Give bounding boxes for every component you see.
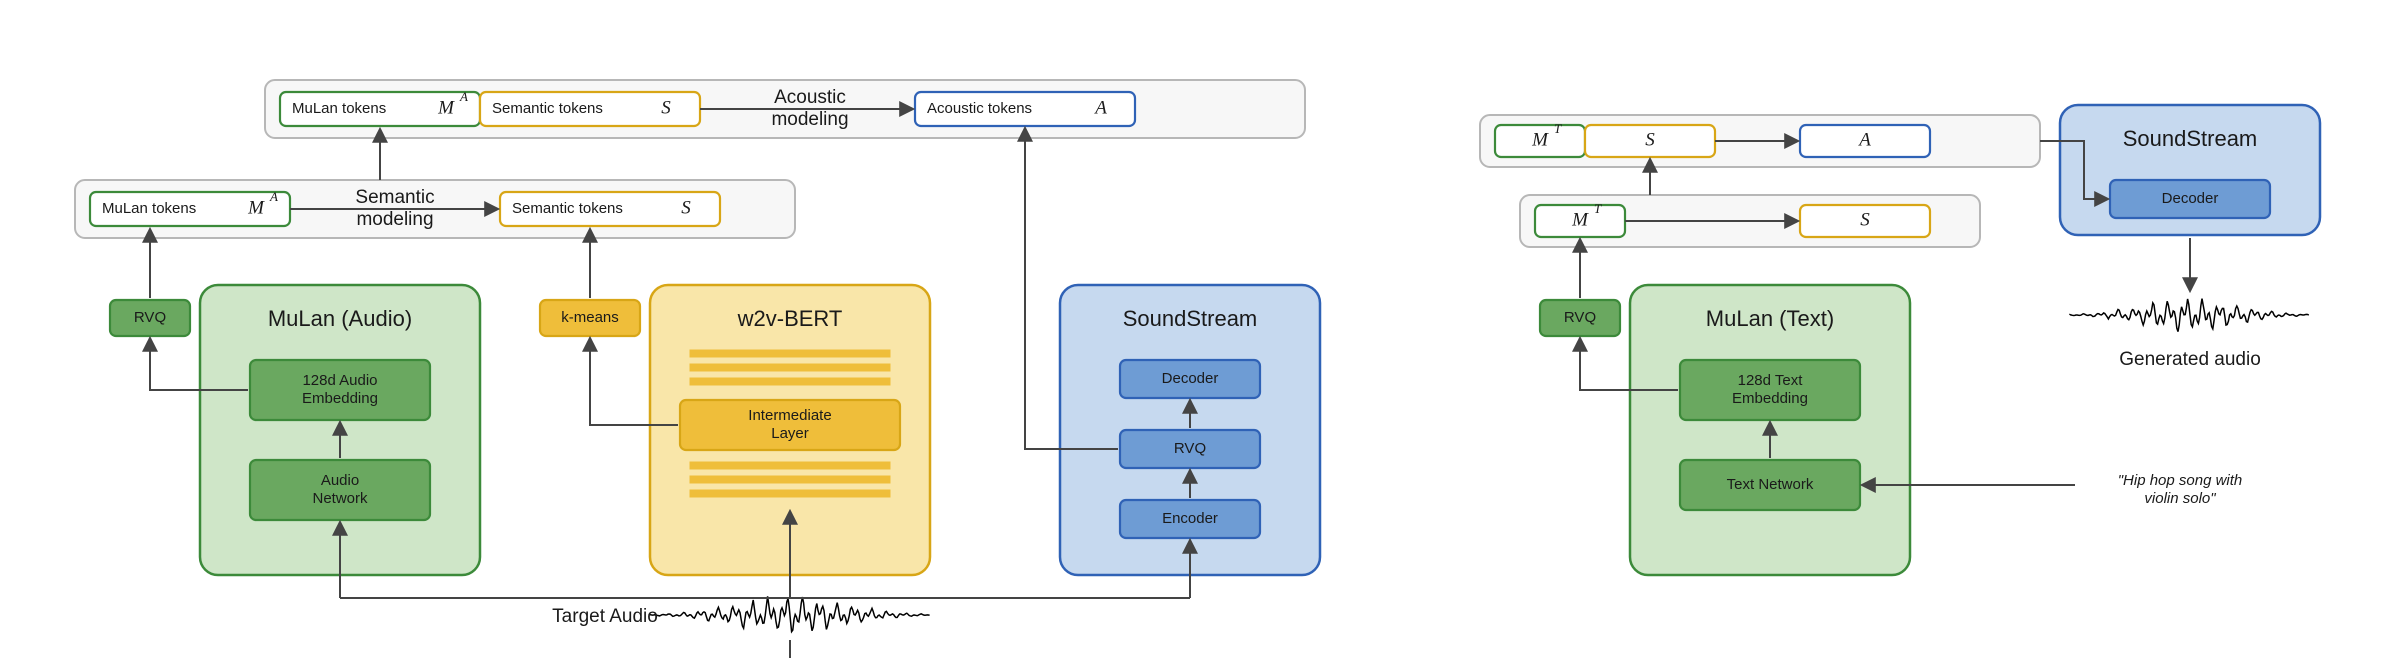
ss-right-dec-label: Decoder xyxy=(2162,190,2219,207)
ss-right-title: SoundStream xyxy=(2123,126,2258,151)
w2v-line-bot-0 xyxy=(690,462,890,469)
diagram-canvas: MuLan tokensMASemantic tokensSAcousticmo… xyxy=(0,0,2400,658)
ss-rvq-label: RVQ xyxy=(1174,440,1206,457)
sem-mulan-chip-sym: M xyxy=(247,197,265,218)
ac-mulan-chip-sym: M xyxy=(437,97,455,118)
mulan-audio-title: MuLan (Audio) xyxy=(268,306,412,331)
w2v-line-bot-1 xyxy=(690,476,890,483)
r-ac-s-sym: S xyxy=(1645,129,1655,150)
r-ac-m-sym: M xyxy=(1531,129,1549,150)
sem-mulan-chip-sup: A xyxy=(269,189,278,204)
gen-waveform xyxy=(2070,299,2309,332)
sem-mulan-chip-label: MuLan tokens xyxy=(102,200,196,217)
w2v-line-top-1 xyxy=(690,364,890,371)
target-waveform xyxy=(650,596,930,631)
ss-enc-label: Encoder xyxy=(1162,510,1218,527)
sem-sem-chip-sym: S xyxy=(681,197,691,218)
r-sem-m-sup: T xyxy=(1594,201,1602,216)
gen-audio-label: Generated audio xyxy=(2119,349,2261,370)
w2v-line-top-2 xyxy=(690,378,890,385)
mulan-text-rvq-label: RVQ xyxy=(1564,309,1596,326)
ac-ac-chip-sym: A xyxy=(1093,97,1107,118)
ac-sem-chip-label: Semantic tokens xyxy=(492,100,603,117)
mulan-text-embed-label: 128d TextEmbedding xyxy=(1732,372,1808,407)
r-ac-a-sym: A xyxy=(1857,129,1871,150)
ss-dec-label: Decoder xyxy=(1162,370,1219,387)
r-ac-m-sup: T xyxy=(1554,121,1562,136)
target-audio-label: Target Audio xyxy=(552,606,658,627)
ac-mulan-chip-sup: A xyxy=(459,89,468,104)
ac-mulan-chip-label: MuLan tokens xyxy=(292,100,386,117)
ss-left-title: SoundStream xyxy=(1123,306,1258,331)
mulan-audio-embed-label: 128d AudioEmbedding xyxy=(302,372,378,407)
r-sem-s-sym: S xyxy=(1860,209,1870,230)
mulan-rvq-label: RVQ xyxy=(134,309,166,326)
w2v-title: w2v-BERT xyxy=(737,306,843,331)
ac-sem-chip-sym: S xyxy=(661,97,671,118)
ac-ac-chip-label: Acoustic tokens xyxy=(927,100,1032,117)
kmeans-label: k-means xyxy=(561,309,619,326)
w2v-line-top-0 xyxy=(690,350,890,357)
sem-sem-chip-label: Semantic tokens xyxy=(512,200,623,217)
mulan-text-net-label: Text Network xyxy=(1727,476,1814,493)
mulan-text-title: MuLan (Text) xyxy=(1706,306,1834,331)
r-sem-m-sym: M xyxy=(1571,209,1589,230)
w2v-line-bot-2 xyxy=(690,490,890,497)
prompt-text: "Hip hop song withviolin solo" xyxy=(2118,472,2243,507)
